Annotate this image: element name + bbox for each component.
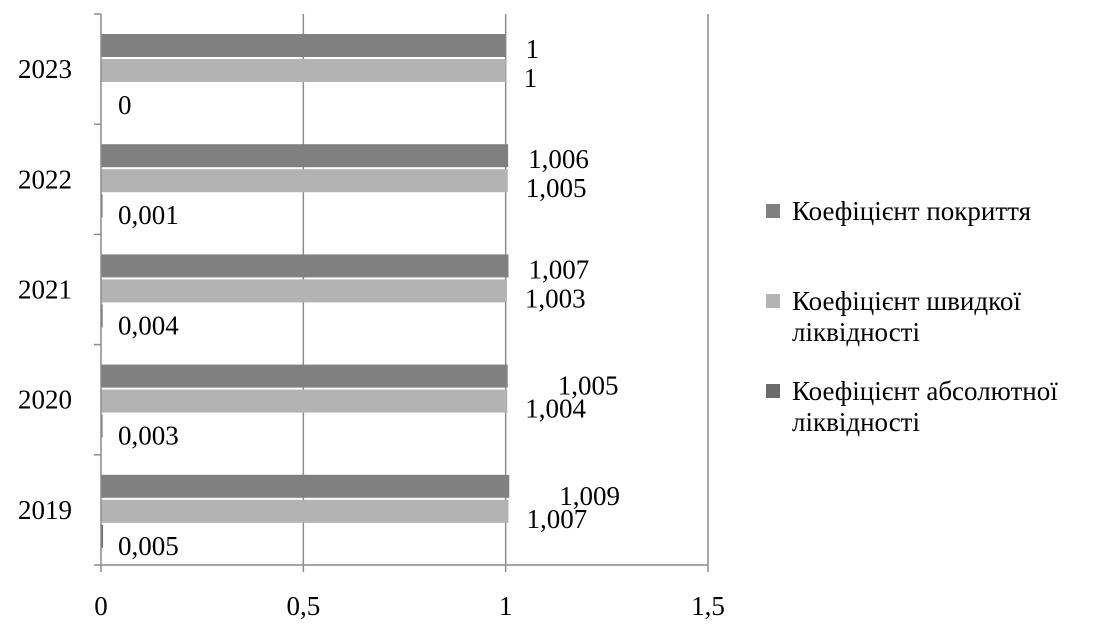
data-label: 1,009 — [559, 481, 620, 511]
legend-swatch-coverage — [766, 204, 780, 218]
y-tick-label: 2021 — [18, 275, 72, 305]
bar — [101, 279, 507, 303]
legend-label-absolute-liquidity: Коефіцієнт абсолютної ліквідності — [792, 376, 1058, 437]
x-tick-label: 0,5 — [286, 591, 320, 621]
legend-item-absolute-liquidity: Коефіцієнт абсолютної ліквідності — [766, 376, 1111, 438]
legend-item-quick-liquidity: Коефіцієнт швидкої ліквідності — [766, 286, 1111, 348]
data-label: 0,004 — [118, 310, 179, 340]
data-label: 1,005 — [558, 371, 619, 401]
x-tick-label: 0 — [94, 591, 108, 621]
data-labels: 0,0051,0071,0090,0031,0041,0050,0041,003… — [118, 34, 620, 561]
bar — [101, 169, 508, 193]
y-tick-label: 2022 — [18, 164, 72, 194]
bars — [101, 34, 510, 548]
data-label: 1,005 — [526, 173, 587, 203]
legend-label-coverage: Коефіцієнт покриття — [792, 196, 1032, 226]
bar — [101, 364, 508, 388]
data-label: 0 — [118, 90, 132, 120]
x-tick-label: 1,5 — [691, 591, 725, 621]
data-label: 1,007 — [528, 254, 589, 284]
axes: 0 0,5 1 1,5 2019 2020 2021 2022 2023 — [18, 13, 725, 621]
y-tick-label: 2023 — [18, 54, 72, 84]
legend-swatch-quick-liquidity — [766, 294, 780, 308]
bar — [101, 59, 506, 82]
bar — [101, 304, 103, 328]
legend-swatch-absolute-liquidity — [766, 384, 780, 398]
bar — [101, 254, 509, 278]
bar — [101, 389, 508, 413]
data-label: 1 — [524, 63, 538, 93]
data-label: 0,005 — [118, 531, 179, 561]
bar — [101, 34, 506, 57]
y-tick-label: 2019 — [18, 495, 72, 525]
x-tick-label: 1 — [499, 591, 513, 621]
data-label: 1 — [526, 34, 540, 64]
bar — [101, 499, 509, 523]
data-label: 1,007 — [526, 504, 587, 534]
data-label: 1,006 — [528, 144, 589, 174]
data-label: 1,003 — [525, 283, 586, 313]
y-tick-label: 2020 — [18, 385, 72, 415]
legend-item-coverage: Коефіцієнт покриття — [766, 196, 1031, 227]
bar — [101, 524, 104, 548]
legend-label-quick-liquidity: Коефіцієнт швидкої ліквідності — [792, 286, 1021, 347]
data-label: 1,004 — [525, 394, 586, 424]
data-label: 0,001 — [118, 200, 179, 230]
data-label: 0,003 — [118, 421, 179, 451]
bar — [101, 474, 510, 498]
bar — [101, 144, 509, 168]
